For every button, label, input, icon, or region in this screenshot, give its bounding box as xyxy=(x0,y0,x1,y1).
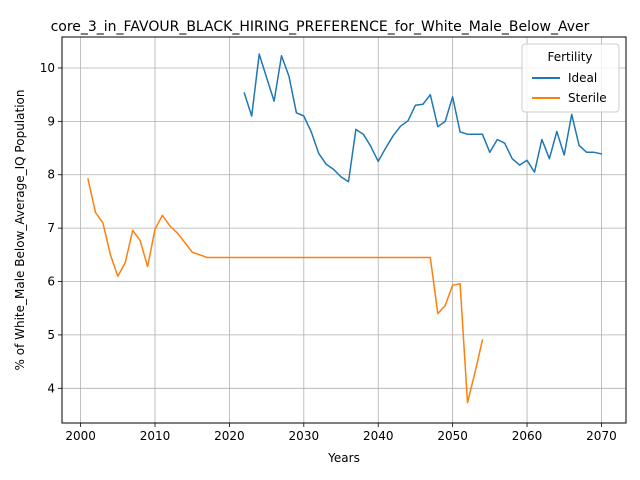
x-tick-label: 2050 xyxy=(437,429,468,443)
y-tick-label: 8 xyxy=(47,168,55,182)
x-axis-label: Years xyxy=(327,451,360,465)
x-axis-ticks: 2000 2010 2020 2030 2040 2050 2060 2070 xyxy=(65,423,617,443)
x-tick-label: 2010 xyxy=(140,429,171,443)
y-tick-label: 10 xyxy=(40,61,55,75)
x-tick-label: 2040 xyxy=(363,429,394,443)
legend-label-sterile: Sterile xyxy=(568,91,607,105)
x-tick-label: 2070 xyxy=(586,429,617,443)
chart-title: core_3_in_FAVOUR_BLACK_HIRING_PREFERENCE… xyxy=(51,19,590,35)
y-tick-label: 9 xyxy=(47,114,55,128)
y-tick-label: 6 xyxy=(47,275,55,289)
x-tick-label: 2000 xyxy=(65,429,96,443)
y-tick-label: 5 xyxy=(47,328,55,342)
legend-label-ideal: Ideal xyxy=(568,71,597,85)
y-tick-label: 4 xyxy=(47,381,55,395)
legend-box xyxy=(521,43,620,113)
series-line-ideal xyxy=(243,53,603,183)
series-layer xyxy=(87,53,603,404)
y-axis-ticks: 4 5 6 7 8 9 10 xyxy=(40,61,62,395)
x-tick-label: 2030 xyxy=(289,429,320,443)
series-line-sterile xyxy=(87,178,484,404)
legend: Fertility Ideal Sterile xyxy=(521,43,620,113)
legend-title: Fertility xyxy=(547,50,592,64)
plot-border xyxy=(61,36,627,424)
x-tick-label: 2020 xyxy=(214,429,245,443)
y-axis-label: % of White_Male Below_Average_IQ Populat… xyxy=(13,90,27,371)
x-tick-label: 2060 xyxy=(512,429,543,443)
y-tick-label: 7 xyxy=(47,221,55,235)
